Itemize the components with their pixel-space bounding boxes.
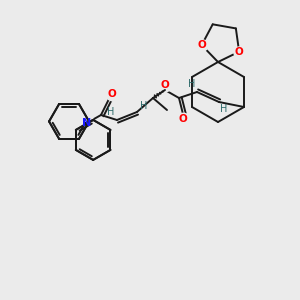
Text: O: O (178, 114, 188, 124)
Text: O: O (160, 80, 169, 90)
Text: H: H (107, 107, 115, 117)
Text: O: O (108, 89, 116, 99)
Text: H: H (188, 79, 196, 89)
Text: H: H (140, 101, 148, 111)
Text: N: N (82, 118, 91, 128)
Text: O: O (197, 40, 206, 50)
Text: O: O (235, 47, 244, 57)
Text: H: H (220, 104, 228, 114)
